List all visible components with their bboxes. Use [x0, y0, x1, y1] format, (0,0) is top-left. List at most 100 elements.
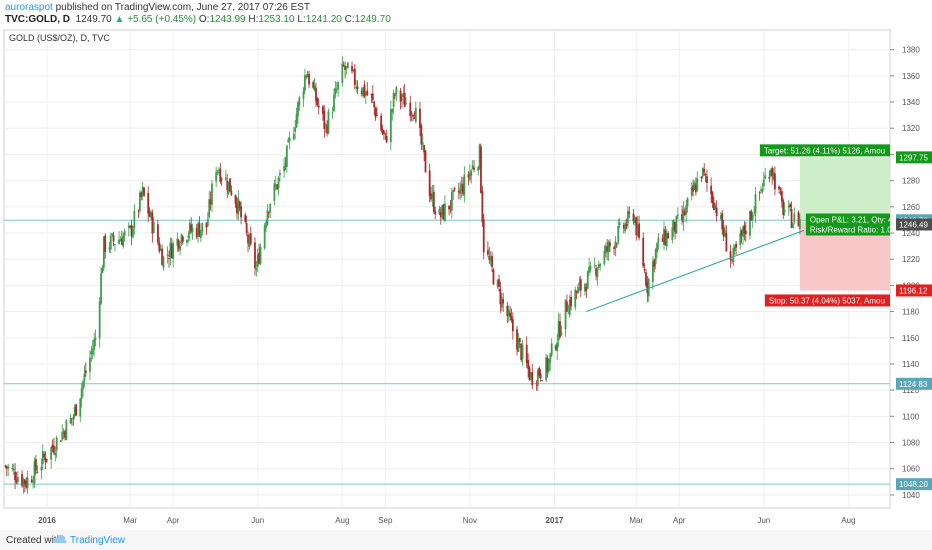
candle-body: [459, 188, 462, 195]
candle-body: [344, 66, 346, 70]
candle-body: [434, 211, 437, 215]
candle: [613, 245, 615, 256]
candle: [122, 232, 125, 249]
candle-body: [298, 97, 301, 106]
candle: [258, 243, 261, 265]
candle-body: [180, 234, 183, 244]
candle-body: [597, 264, 600, 269]
candle-body: [481, 190, 484, 223]
x-tick-label: 2017: [546, 516, 564, 525]
candle: [151, 209, 154, 243]
candle-body: [489, 257, 492, 261]
candle: [295, 107, 298, 129]
candle: [739, 226, 742, 250]
candle: [147, 186, 150, 223]
candle: [715, 200, 718, 222]
candle: [460, 176, 463, 199]
candle-body: [473, 167, 475, 170]
candle-body: [89, 357, 91, 372]
candle-body: [491, 255, 493, 268]
candle: [488, 247, 491, 265]
candle: [789, 202, 792, 212]
candle-body: [774, 173, 776, 190]
candle: [187, 231, 190, 243]
candle-body: [323, 110, 326, 129]
candle-body: [798, 219, 801, 229]
candle-body: [36, 472, 39, 473]
candle: [719, 212, 722, 221]
candle: [279, 169, 281, 182]
candle: [308, 70, 310, 89]
candle-body: [715, 207, 718, 216]
candle-body: [722, 227, 725, 237]
trendline[interactable]: [586, 229, 805, 313]
candle: [104, 233, 107, 259]
candle-body: [724, 230, 726, 237]
candle: [498, 274, 500, 292]
candle: [283, 157, 285, 178]
candle: [245, 215, 248, 236]
candle-body: [409, 102, 412, 116]
tradingview-brand[interactable]: TradingView: [70, 535, 126, 546]
candle: [247, 231, 249, 252]
candle-body: [789, 204, 792, 208]
candle: [772, 168, 775, 181]
candle: [625, 218, 628, 230]
candle: [732, 244, 735, 267]
candle-body: [345, 66, 348, 68]
candle-body: [104, 235, 107, 253]
price-axis[interactable]: 1040106010801100112011401160118012001220…: [890, 46, 932, 500]
candle: [256, 248, 259, 273]
candle: [676, 207, 679, 220]
candle-body: [168, 258, 170, 260]
candle-body: [613, 247, 615, 249]
x-tick-label: Nov: [463, 516, 477, 525]
candle-body: [423, 145, 426, 153]
price-chart[interactable]: Target: 51.26 (4.11%) 5126, Amou Stop: 50…: [0, 26, 932, 530]
candle-body: [735, 243, 737, 248]
candle: [421, 133, 424, 151]
candle: [701, 167, 704, 180]
candle: [470, 168, 473, 184]
candle-body: [373, 101, 376, 108]
candle: [324, 122, 327, 133]
last-price: 1249.70: [75, 14, 112, 25]
price-tag-1196.12: 1196.12: [899, 286, 928, 295]
candle-body: [638, 223, 640, 239]
candle: [714, 202, 717, 214]
candle-body: [419, 108, 421, 128]
candle-body: [428, 170, 431, 196]
candle: [195, 224, 198, 240]
candle-body: [101, 267, 104, 274]
candle: [674, 221, 676, 240]
candle-body: [324, 124, 327, 126]
candle-body: [14, 471, 16, 481]
candle: [351, 61, 353, 74]
candle-body: [783, 210, 786, 213]
candle-body: [195, 227, 198, 238]
candle: [478, 143, 481, 170]
x-tick-label: Apr: [167, 516, 180, 525]
candle: [360, 87, 363, 97]
candle: [624, 219, 627, 234]
support-trendline[interactable]: [586, 229, 805, 313]
candle-body: [229, 178, 231, 192]
candle: [528, 365, 531, 381]
open-label: O:: [198, 14, 210, 25]
candle-body: [4, 465, 7, 467]
price-tag-1297.75: 1297.75: [899, 153, 928, 162]
candle: [487, 241, 489, 257]
candle-body: [255, 268, 258, 270]
candle-body: [694, 185, 697, 193]
candle-body: [444, 203, 446, 221]
y-tick-label: 1040: [902, 491, 920, 500]
candle: [740, 229, 743, 244]
time-axis[interactable]: 2016 Mar Apr Jun Aug Sep Nov 2017 Mar Apr Jun Aug: [38, 516, 855, 525]
candle-body: [672, 219, 675, 231]
author-link[interactable]: auroraspot: [5, 2, 53, 13]
candle-body: [292, 134, 295, 140]
candle-body: [585, 287, 588, 291]
candle: [65, 418, 68, 441]
candle-body: [294, 127, 297, 132]
candle: [353, 63, 356, 90]
